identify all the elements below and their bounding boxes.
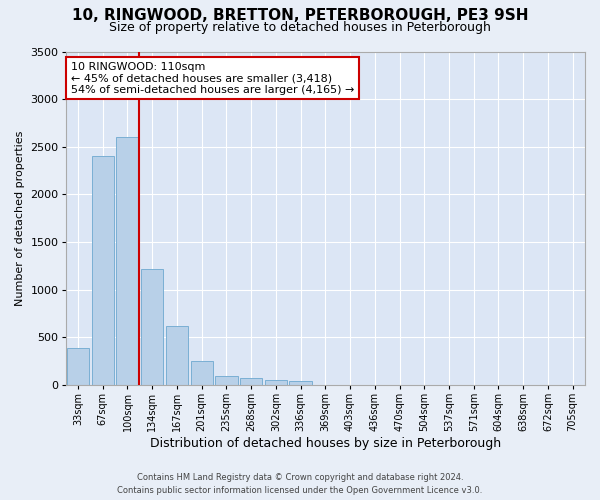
Bar (141, 269, 163, 385)
Text: 10 RINGWOOD: 110sqm
← 45% of detached houses are smaller (3,418)
54% of semi-det: 10 RINGWOOD: 110sqm ← 45% of detached ho… (71, 62, 354, 94)
Bar (240, 378, 262, 385)
Bar (116, 138, 139, 385)
Text: Size of property relative to detached houses in Peterborough: Size of property relative to detached ho… (109, 21, 491, 34)
Y-axis label: Number of detached properties: Number of detached properties (15, 130, 25, 306)
Text: 10, RINGWOOD, BRETTON, PETERBOROUGH, PE3 9SH: 10, RINGWOOD, BRETTON, PETERBOROUGH, PE3… (72, 8, 528, 22)
Bar (215, 376, 238, 385)
Bar (191, 362, 213, 385)
Bar (92, 156, 114, 385)
Bar (265, 380, 287, 385)
Bar (289, 381, 312, 385)
Bar (166, 326, 188, 385)
X-axis label: Distribution of detached houses by size in Peterborough: Distribution of detached houses by size … (150, 437, 501, 450)
Bar (67, 348, 89, 385)
Text: Contains HM Land Registry data © Crown copyright and database right 2024.
Contai: Contains HM Land Registry data © Crown c… (118, 474, 482, 495)
